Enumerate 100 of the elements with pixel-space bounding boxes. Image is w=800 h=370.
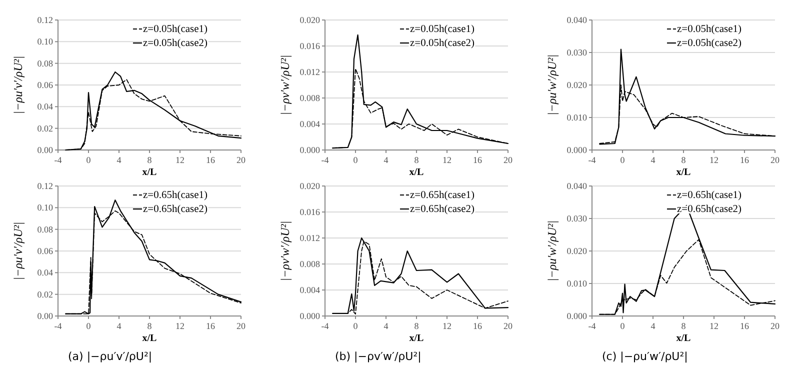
- x-axis-title: x/L: [409, 167, 424, 178]
- x-tick-label: 0: [620, 155, 626, 165]
- x-axis-title: x/L: [142, 167, 158, 178]
- y-tick-label: 0.010: [566, 112, 588, 122]
- y-tick-label: 0.12: [37, 180, 53, 191]
- legend-label: z=0.05h(case2): [410, 38, 476, 49]
- y-tick-label: 0.004: [300, 284, 320, 295]
- y-tick-label: 0.000: [566, 310, 588, 321]
- y-tick-label: 0.04: [37, 102, 54, 112]
- text: (c) |−ρu′w′/ρU²|: [602, 350, 688, 363]
- x-tick-label: -4: [54, 155, 62, 165]
- y-axis-title: |−ρv′w′/ρU²|: [278, 54, 292, 116]
- legend-label: z=0.05h(case1): [143, 24, 208, 35]
- legend-label: z=0.05h(case1): [677, 24, 742, 35]
- x-tick-label: 12: [176, 321, 184, 331]
- x-tick-label: 4: [116, 321, 122, 331]
- x-tick-label: 0: [86, 321, 92, 331]
- y-tick-label: 0.02: [37, 123, 53, 134]
- y-tick-label: 0.02: [37, 289, 53, 300]
- y-tick-label: 0.020: [566, 80, 588, 90]
- x-tick-label: 8: [147, 155, 152, 165]
- x-tick-label: 16: [740, 321, 750, 331]
- y-tick-label: 0.016: [300, 206, 320, 217]
- y-tick-label: 0.000: [566, 144, 588, 155]
- legend-label: z=0.65h(case1): [143, 190, 208, 201]
- y-tick-label: 0.030: [566, 213, 588, 224]
- y-axis-title: |−ρu′v′/ρU²|: [11, 56, 25, 114]
- y-tick-label: 0.000: [300, 144, 320, 155]
- x-axis-title: x/L: [676, 167, 692, 178]
- y-tick-label: 0.008: [300, 258, 320, 269]
- x-tick-label: 12: [176, 155, 184, 165]
- x-tick-label: -4: [588, 321, 596, 331]
- x-tick-label: 4: [116, 155, 122, 165]
- y-tick-label: 0.08: [37, 58, 54, 68]
- x-tick-label: 16: [473, 321, 482, 331]
- x-tick-label: 16: [740, 155, 750, 165]
- x-tick-label: 20: [504, 321, 513, 331]
- y-tick-label: 0.00: [37, 144, 54, 155]
- x-axis-title: x/L: [676, 333, 692, 344]
- x-tick-label: 12: [710, 155, 718, 165]
- y-tick-label: 0.04: [37, 268, 54, 278]
- y-tick-label: 0.00: [37, 310, 54, 321]
- x-tick-label: 16: [206, 155, 216, 165]
- x-tick-label: 16: [206, 321, 216, 331]
- x-axis-title: x/L: [142, 333, 158, 344]
- y-tick-label: 0.012: [300, 66, 320, 77]
- x-tick-label: 8: [681, 155, 686, 165]
- x-tick-label: 0: [620, 321, 626, 331]
- x-tick-label: -4: [321, 321, 330, 331]
- x-tick-label: 4: [650, 155, 656, 165]
- x-tick-label: 8: [681, 321, 686, 331]
- x-tick-label: 4: [384, 321, 389, 331]
- x-tick-label: -4: [321, 155, 330, 165]
- text: (a) |−ρu′v′/ρU²|: [68, 350, 152, 363]
- x-tick-label: 20: [236, 155, 246, 165]
- x-tick-label: 12: [710, 321, 718, 331]
- y-tick-label: 0.008: [300, 92, 320, 103]
- y-tick-label: 0.020: [300, 180, 320, 191]
- y-tick-label: 0.10: [37, 36, 54, 47]
- x-tick-label: 20: [770, 155, 780, 165]
- y-axis-title: |−ρu′w′/ρU²|: [545, 54, 559, 116]
- y-tick-label: 0.000: [300, 310, 320, 321]
- x-tick-label: 8: [147, 321, 152, 331]
- y-tick-label: 0.08: [37, 224, 54, 234]
- x-tick-label: 4: [650, 321, 656, 331]
- x-tick-label: 12: [442, 321, 452, 331]
- legend-label: z=0.65h(case1): [677, 190, 742, 201]
- legend-label: z=0.05h(case2): [677, 38, 742, 49]
- x-tick-label: -4: [588, 155, 596, 165]
- y-tick-label: 0.020: [300, 14, 320, 25]
- y-tick-label: 0.004: [300, 118, 320, 129]
- y-tick-label: 0.040: [566, 180, 588, 191]
- y-tick-label: 0.016: [300, 40, 320, 51]
- text: (b) |−ρv′w′/ρU²|: [335, 350, 422, 363]
- x-tick-label: 0: [353, 155, 358, 165]
- x-tick-label: 8: [414, 321, 420, 331]
- y-axis-title: |−ρv′w′/ρU²|: [278, 220, 292, 282]
- x-tick-label: 20: [770, 321, 780, 331]
- x-tick-label: 0: [86, 155, 92, 165]
- x-tick-label: 0: [353, 321, 358, 331]
- x-axis-title: x/L: [409, 333, 424, 344]
- x-tick-label: 8: [414, 155, 420, 165]
- y-axis-title: |−ρu′v′/ρU²|: [11, 222, 25, 280]
- x-tick-label: -4: [54, 321, 62, 331]
- y-tick-label: 0.030: [566, 47, 588, 58]
- y-tick-label: 0.12: [37, 14, 53, 25]
- y-tick-label: 0.10: [37, 202, 54, 213]
- y-tick-label: 0.010: [566, 278, 588, 288]
- legend-label: z=0.65h(case2): [143, 204, 208, 215]
- x-tick-label: 12: [442, 155, 452, 165]
- x-tick-label: 20: [504, 155, 513, 165]
- legend-label: z=0.65h(case2): [410, 204, 476, 215]
- y-axis-title: |−ρu′w′/ρU²|: [545, 220, 559, 282]
- y-tick-label: 0.06: [37, 80, 54, 90]
- legend-label: z=0.05h(case2): [143, 38, 208, 49]
- y-tick-label: 0.06: [37, 246, 54, 256]
- y-tick-label: 0.040: [566, 14, 588, 25]
- x-tick-label: 16: [473, 155, 482, 165]
- legend-label: z=0.05h(case1): [410, 24, 476, 35]
- x-tick-label: 20: [236, 321, 246, 331]
